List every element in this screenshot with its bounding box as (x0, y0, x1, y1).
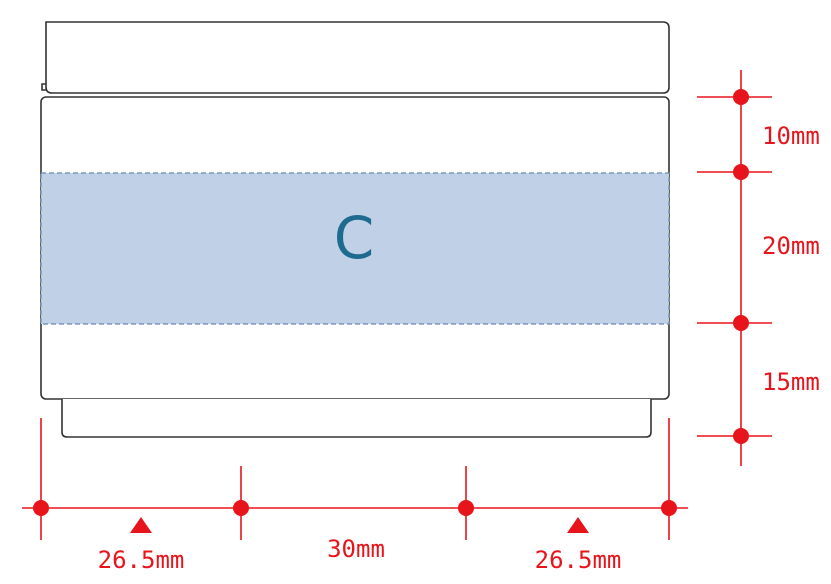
dim-label-15mm: 15mm (762, 368, 820, 396)
dim-label-10mm: 10mm (762, 122, 820, 150)
horizontal-dimension (22, 418, 688, 540)
dim-label-right-width: 26.5mm (535, 546, 622, 574)
lid-outline (41, 21, 670, 94)
center-marker-right-icon (567, 517, 589, 533)
vertical-dimension (697, 70, 772, 466)
center-marker-left-icon (130, 517, 152, 533)
dim-label-20mm: 20mm (762, 232, 820, 260)
zone-label: C (334, 204, 375, 272)
dim-label-left-width: 26.5mm (98, 546, 185, 574)
base-outline (61, 399, 652, 438)
print-zone-c (40, 172, 670, 325)
dim-label-center-width: 30mm (327, 535, 385, 563)
